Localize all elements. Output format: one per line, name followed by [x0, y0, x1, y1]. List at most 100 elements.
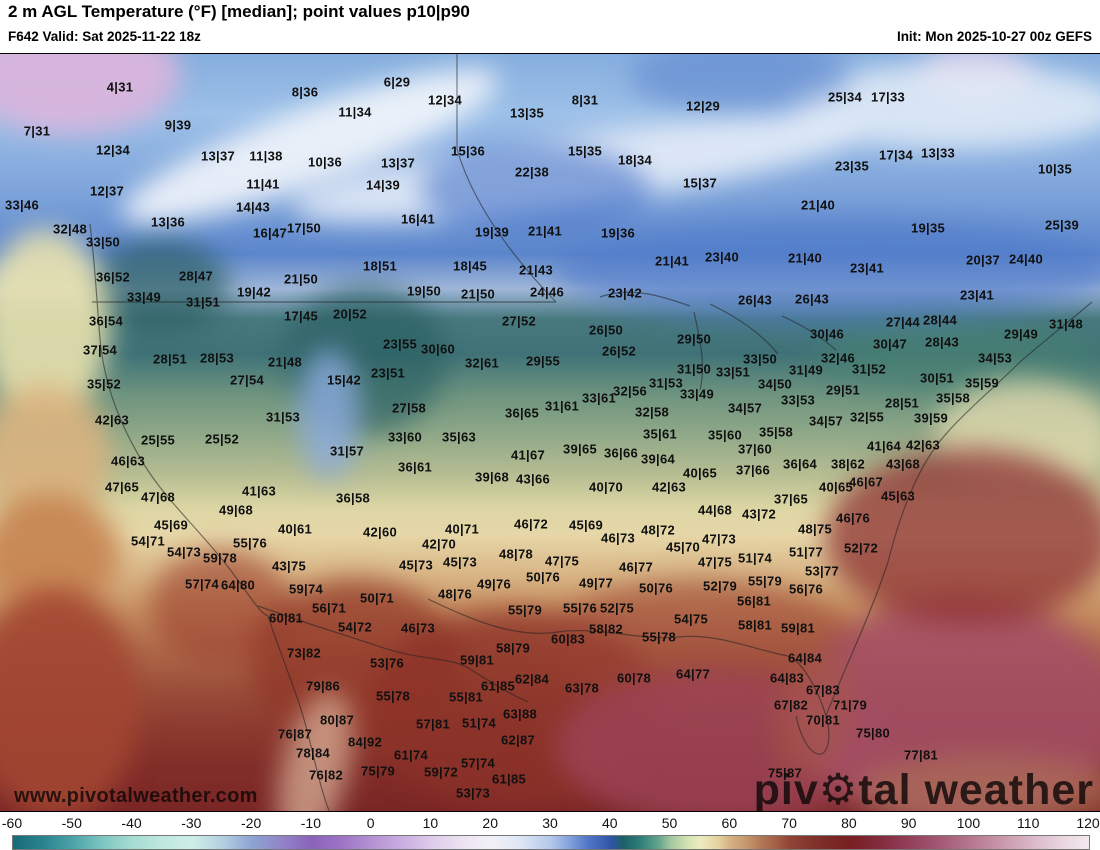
point-value: 12|29 — [685, 98, 721, 114]
point-value: 36|61 — [397, 459, 433, 475]
point-value: 13|37 — [380, 155, 416, 171]
point-value: 31|48 — [1048, 316, 1084, 332]
point-value: 45|73 — [442, 554, 478, 570]
point-value: 48|78 — [498, 546, 534, 562]
point-value: 21|40 — [787, 250, 823, 266]
point-value: 23|35 — [834, 158, 870, 174]
point-value: 26|43 — [737, 292, 773, 308]
point-value: 46|63 — [110, 453, 146, 469]
point-value: 59|81 — [780, 620, 816, 636]
point-value: 40|61 — [277, 521, 313, 537]
point-value: 26|52 — [601, 343, 637, 359]
colorbar-tick-label: -30 — [181, 815, 202, 831]
point-value: 24|46 — [529, 284, 565, 300]
point-value: 55|79 — [507, 602, 543, 618]
point-value: 33|49 — [679, 386, 715, 402]
point-value: 35|58 — [935, 390, 971, 406]
point-value: 53|73 — [455, 785, 491, 801]
point-value: 17|50 — [286, 220, 322, 236]
point-value: 47|73 — [701, 531, 737, 547]
point-value: 32|61 — [464, 355, 500, 371]
point-value: 30|51 — [919, 370, 955, 386]
point-value: 35|61 — [642, 426, 678, 442]
point-value: 30|46 — [809, 326, 845, 342]
point-value: 58|81 — [737, 617, 773, 633]
point-value: 45|63 — [880, 488, 916, 504]
point-value: 61|85 — [480, 678, 516, 694]
point-value: 57|74 — [460, 755, 496, 771]
point-value: 59|81 — [459, 652, 495, 668]
point-value: 43|66 — [515, 471, 551, 487]
point-value: 25|52 — [204, 431, 240, 447]
point-value: 60|81 — [268, 610, 304, 626]
point-value: 60|83 — [550, 631, 586, 647]
watermark-brand: piv⚙tal weather — [753, 766, 1094, 812]
point-value: 12|34 — [427, 92, 463, 108]
point-value: 19|36 — [600, 225, 636, 241]
point-value: 8|36 — [291, 84, 319, 100]
watermark-url: www.pivotalweather.com — [14, 785, 258, 807]
point-value: 10|36 — [307, 154, 343, 170]
point-value: 52|75 — [599, 600, 635, 616]
colorbar-tick-label: 10 — [422, 815, 439, 831]
point-value: 51|74 — [461, 715, 497, 731]
point-value: 55|81 — [448, 689, 484, 705]
point-value: 35|58 — [758, 424, 794, 440]
colorbar-tick-label: -60 — [1, 815, 23, 831]
point-value: 46|76 — [835, 510, 871, 526]
point-value: 46|67 — [848, 474, 884, 490]
point-value: 45|69 — [153, 517, 189, 533]
point-value: 84|92 — [347, 734, 383, 750]
point-value: 31|53 — [648, 375, 684, 391]
point-value: 15|36 — [450, 143, 486, 159]
colorbar-tick-label: 60 — [721, 815, 738, 831]
point-value: 28|47 — [178, 268, 214, 284]
temperature-map: www.pivotalweather.com piv⚙tal weather — [0, 53, 1100, 812]
point-value: 21|41 — [527, 223, 563, 239]
point-value: 47|75 — [697, 554, 733, 570]
point-value: 46|77 — [618, 559, 654, 575]
point-value: 38|62 — [830, 456, 866, 472]
point-value: 46|73 — [400, 620, 436, 636]
point-value: 23|41 — [959, 287, 995, 303]
point-value: 45|70 — [665, 539, 701, 555]
point-value: 15|37 — [682, 175, 718, 191]
point-value: 23|40 — [704, 249, 740, 265]
colorbar-tick-label: 50 — [661, 815, 678, 831]
point-value: 78|84 — [295, 745, 331, 761]
point-value: 30|47 — [872, 336, 908, 352]
point-value: 17|33 — [870, 89, 906, 105]
point-value: 21|48 — [267, 354, 303, 370]
point-value: 31|52 — [851, 361, 887, 377]
point-value: 21|50 — [283, 271, 319, 287]
point-value: 33|60 — [387, 429, 423, 445]
colorbar-tick-label: 80 — [841, 815, 857, 831]
point-value: 35|60 — [707, 427, 743, 443]
point-value: 19|42 — [236, 284, 272, 300]
point-value: 55|78 — [375, 688, 411, 704]
point-value: 64|83 — [769, 670, 805, 686]
point-value: 21|41 — [654, 253, 690, 269]
point-value: 30|60 — [420, 341, 456, 357]
point-value: 55|78 — [641, 629, 677, 645]
point-value: 57|81 — [415, 716, 451, 732]
point-value: 23|55 — [382, 336, 418, 352]
point-value: 52|79 — [702, 578, 738, 594]
point-value: 73|82 — [286, 645, 322, 661]
point-value: 19|39 — [474, 224, 510, 240]
map-header: 2 m AGL Temperature (°F) [median]; point… — [0, 0, 1100, 53]
point-value: 75|87 — [767, 765, 803, 781]
point-value: 67|83 — [805, 682, 841, 698]
point-value: 48|76 — [437, 586, 473, 602]
point-value: 63|88 — [502, 706, 538, 722]
point-value: 42|63 — [905, 437, 941, 453]
point-value: 33|50 — [742, 351, 778, 367]
point-value: 47|65 — [104, 479, 140, 495]
point-value: 21|43 — [518, 262, 554, 278]
point-value: 42|63 — [651, 479, 687, 495]
point-value: 46|72 — [513, 516, 549, 532]
point-value: 10|35 — [1037, 161, 1073, 177]
page-title: 2 m AGL Temperature (°F) [median]; point… — [8, 2, 470, 21]
point-value: 39|64 — [640, 451, 676, 467]
